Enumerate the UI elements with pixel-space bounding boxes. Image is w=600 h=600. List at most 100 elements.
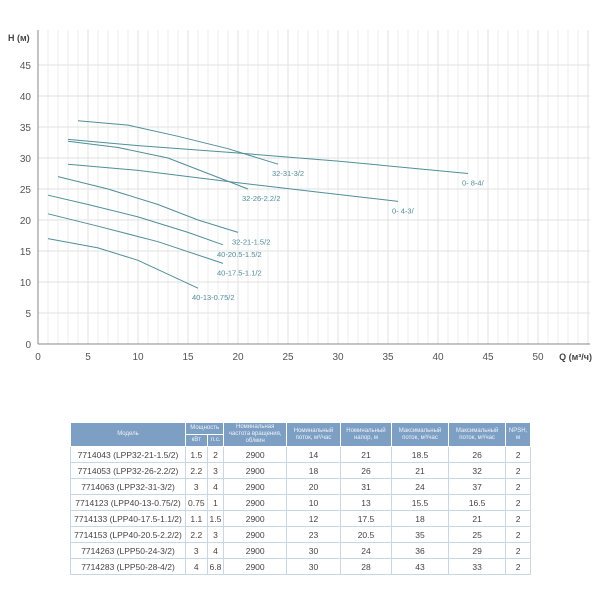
table-cell: 2	[505, 526, 531, 543]
y-tick-label: 0	[25, 340, 31, 351]
table-cell: 20.5	[339, 526, 392, 543]
header-nom-flow: Номинальный поток, м³/час	[285, 422, 341, 447]
header-nom-head: Номинальный напор, м	[339, 422, 392, 447]
header-npsh: NPSH, м	[505, 422, 531, 447]
table-cell: 35	[390, 526, 450, 543]
table-cell: 7714133 (LPP40-17.5-1.1/2)	[70, 510, 186, 527]
table-cell: 18.5	[390, 446, 450, 463]
table-cell: 32	[448, 462, 507, 479]
table-cell: 2900	[223, 526, 287, 543]
table-cell: 28	[339, 558, 392, 575]
header-rpm: Номинальная частота вращения, об/мин	[223, 422, 287, 447]
table-cell: 2	[505, 494, 531, 511]
table-cell: 1	[206, 494, 225, 511]
curve-label: 32-21-1.5/2	[232, 237, 270, 246]
table-cell: 2	[505, 446, 531, 463]
table-cell: 7714053 (LPP32-26-2.2/2)	[70, 462, 186, 479]
y-tick-label: 5	[25, 309, 31, 320]
x-tick-label: 20	[232, 352, 244, 363]
table-row: 7714063 (LPP32-31-3/2) 3 4 2900 20 31 24 37 2	[70, 478, 531, 495]
y-tick-label: 10	[20, 278, 32, 289]
table-cell: 4	[206, 542, 225, 559]
table-cell: 2900	[223, 542, 287, 559]
table-cell: 1.1	[185, 510, 208, 527]
header-power: Мощность	[184, 422, 225, 435]
table-cell: 23	[285, 526, 341, 543]
curve-label: 40-17.5-1.1/2	[217, 268, 262, 277]
table-cell: 12	[285, 510, 341, 527]
pump-spec-table: Модель Мощность Номинальная частота вращ…	[70, 422, 531, 575]
table-row: 7714123 (LPP40-13-0.75/2) 0.75 1 2900 10 13 15…	[70, 494, 531, 511]
curve-label: 32-26-2.2/2	[242, 194, 280, 203]
table-cell: 25	[448, 526, 507, 543]
curve-2	[67, 140, 249, 190]
header-max-head: Максимальный поток, м³/час	[448, 422, 507, 447]
table-cell: 3	[206, 462, 225, 479]
header-model: Модель	[70, 422, 186, 447]
curve-4	[57, 176, 239, 233]
table-cell: 31	[339, 478, 392, 495]
table-cell: 2900	[223, 446, 287, 463]
table-cell: 15.5	[390, 494, 450, 511]
curve-label: 0- 8-4/	[462, 179, 485, 188]
table-cell: 18	[390, 510, 450, 527]
table-cell: 7714043 (LPP32-21-1.5/2)	[70, 446, 186, 463]
table-cell: 17.5	[339, 510, 392, 527]
curve-1	[67, 138, 469, 174]
y-tick-label: 30	[20, 154, 32, 165]
table-cell: 13	[339, 494, 392, 511]
y-tick-label: 15	[20, 247, 32, 258]
curve-label: 32-31-3/2	[272, 169, 304, 178]
table-cell: 30	[285, 542, 341, 559]
x-tick-label: 50	[532, 352, 544, 363]
table-cell: 2.2	[185, 462, 208, 479]
table-cell: 1.5	[206, 510, 225, 527]
table-row: 7714153 (LPP40-20.5-2.2/2) 2.2 3 2900 23 20.5…	[70, 526, 531, 543]
curve-3	[67, 163, 399, 202]
table-cell: 36	[390, 542, 450, 559]
table-cell: 7714153 (LPP40-20.5-2.2/2)	[70, 526, 186, 543]
x-tick-label: 0	[35, 352, 41, 363]
table-cell: 6.8	[206, 558, 225, 575]
table-cell: 2	[206, 446, 225, 463]
table-cell: 2	[505, 510, 531, 527]
table-cell: 21	[390, 462, 450, 479]
table-cell: 24	[339, 542, 392, 559]
y-tick-label: 45	[20, 61, 32, 72]
y-tick-label: 40	[20, 92, 32, 103]
table-cell: 18	[285, 462, 341, 479]
header-kw: кВт	[185, 434, 208, 447]
x-tick-label: 15	[182, 352, 194, 363]
table-cell: 2900	[223, 462, 287, 479]
table-cell: 3	[206, 526, 225, 543]
x-tick-label: 45	[482, 352, 494, 363]
curve-label: 40-20.5-1.5/2	[217, 250, 262, 259]
table-cell: 2900	[223, 494, 287, 511]
header-max-flow: Максимальный поток, м³/час	[390, 422, 450, 447]
table-row: 7714053 (LPP32-26-2.2/2) 2.2 3 2900 18 26 21 32…	[70, 462, 531, 479]
table-cell: 26	[448, 446, 507, 463]
table-cell: 24	[390, 478, 450, 495]
table-cell: 1.5	[185, 446, 208, 463]
y-tick-label: 20	[20, 216, 32, 227]
curve-6	[47, 213, 224, 264]
table-cell: 21	[339, 446, 392, 463]
table-cell: 3	[185, 542, 208, 559]
x-axis-label: Q (м³/ч)	[559, 352, 592, 362]
table-cell: 43	[390, 558, 450, 575]
table-cell: 29	[448, 542, 507, 559]
table-cell: 2	[505, 462, 531, 479]
table-cell: 2900	[223, 558, 287, 575]
table-cell: 26	[339, 462, 392, 479]
header-hp: л.с.	[206, 434, 225, 447]
y-axis-label: H (м)	[8, 33, 30, 43]
table-cell: 20	[285, 478, 341, 495]
table-cell: 4	[185, 558, 208, 575]
table-row: 7714283 (LPP50-28-4/2) 4 6.8 2900 30 28 43 33 2	[70, 558, 531, 575]
table-cell: 2900	[223, 478, 287, 495]
table-cell: 2.2	[185, 526, 208, 543]
table-cell: 7714283 (LPP50-28-4/2)	[70, 558, 186, 575]
table-cell: 2	[505, 542, 531, 559]
x-tick-label: 40	[432, 352, 444, 363]
curve-7	[47, 238, 199, 289]
